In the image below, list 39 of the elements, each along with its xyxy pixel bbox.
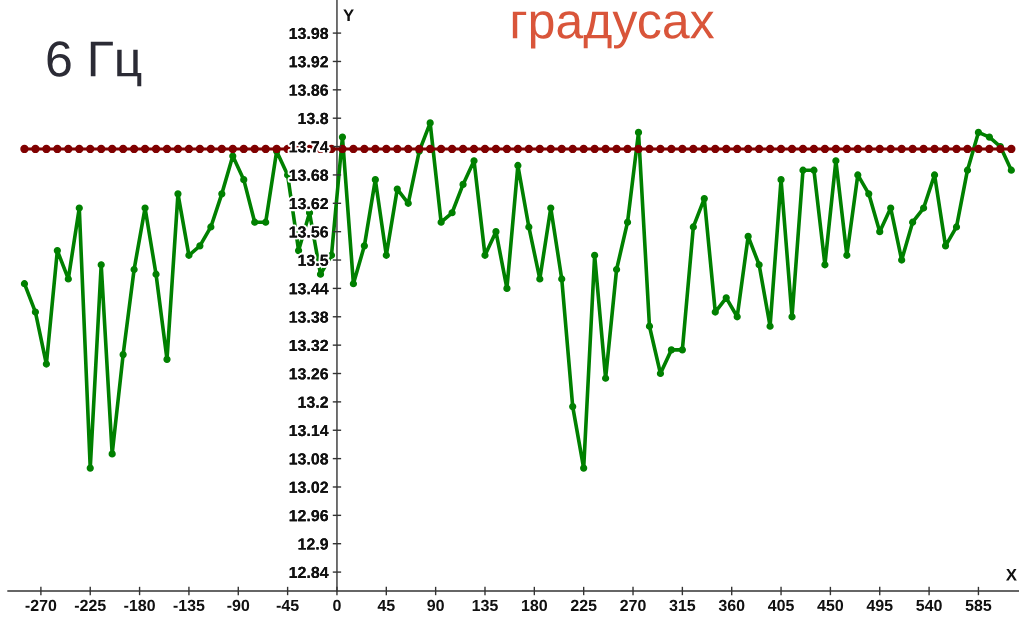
y-axis-title: Y: [343, 9, 354, 21]
y-tick-label: 13.8: [298, 112, 329, 125]
y-tick-label: 13.14: [289, 424, 329, 437]
x-tick-label: 360: [718, 599, 745, 612]
x-tick-label: 450: [817, 599, 844, 612]
y-tick-label: 12.9: [298, 538, 329, 550]
y-tick-label: 13.44: [289, 283, 329, 295]
y-tick-label: 13.98: [289, 27, 329, 40]
y-tick-label: 12.96: [289, 509, 329, 522]
x-tick-label: 315: [669, 599, 696, 612]
chart-title: градусах: [512, 11, 715, 49]
annotation: 6 Гц: [47, 41, 142, 87]
x-tick-label: 585: [965, 599, 992, 612]
x-tick-label: 135: [472, 599, 498, 612]
y-tick-label: 13.38: [289, 311, 329, 323]
x-tick-label: -90: [227, 599, 250, 612]
x-tick-label: -45: [276, 599, 299, 612]
x-tick-label: -180: [124, 599, 155, 612]
x-tick-label: 225: [570, 599, 597, 612]
x-tick-label: -225: [74, 599, 106, 612]
x-tick-label: 45: [377, 599, 395, 612]
y-tick-label: 13.86: [289, 84, 329, 96]
x-tick-label: 180: [522, 599, 548, 612]
x-tick-label: 0: [333, 599, 341, 612]
x-tick-label: -270: [25, 599, 57, 612]
y-tick-label: 13.08: [289, 453, 329, 465]
y-tick-label: 13.92: [289, 56, 328, 68]
y-tick-label: 13.32: [289, 339, 328, 352]
x-tick-label: 405: [767, 599, 794, 612]
y-tick-label: 13.02: [289, 481, 328, 493]
y-tick-label: 12.84: [289, 566, 329, 579]
x-tick-label: -135: [173, 599, 205, 612]
x-tick-label: 270: [620, 599, 646, 612]
y-tick-label: 13.2: [298, 396, 328, 408]
y-tick-label: 13.26: [289, 368, 329, 380]
x-tick-label: 540: [916, 599, 942, 612]
x-axis-title: X: [1006, 568, 1017, 581]
x-tick-label: 495: [866, 599, 893, 612]
x-tick-label: 90: [427, 599, 444, 612]
